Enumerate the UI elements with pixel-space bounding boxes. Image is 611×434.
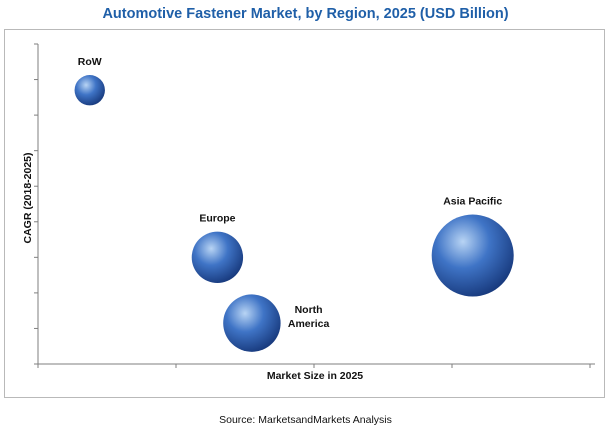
y-axis-title: CAGR (2018-2025)	[22, 152, 34, 243]
axis-ticks	[34, 43, 591, 368]
bubble-north-america	[223, 294, 281, 352]
bubble-labels: RoW Europe North America Asia Pacific	[78, 56, 503, 330]
bubbles	[74, 75, 514, 352]
bubble-label-europe: Europe	[199, 213, 235, 225]
bubble-row	[74, 75, 105, 106]
bubble-label-asia-pacific: Asia Pacific	[443, 196, 502, 208]
chart-frame	[4, 29, 605, 398]
bubble-europe	[191, 231, 244, 284]
bubble-asia-pacific	[431, 214, 514, 297]
x-axis-title: Market Size in 2025	[267, 370, 363, 382]
chart-title: Automotive Fastener Market, by Region, 2…	[102, 6, 509, 22]
bubble-label-row: RoW	[78, 56, 102, 68]
source-note: Source: MarketsandMarkets Analysis	[219, 414, 392, 426]
bubble-label-north-america: North America	[288, 304, 330, 330]
